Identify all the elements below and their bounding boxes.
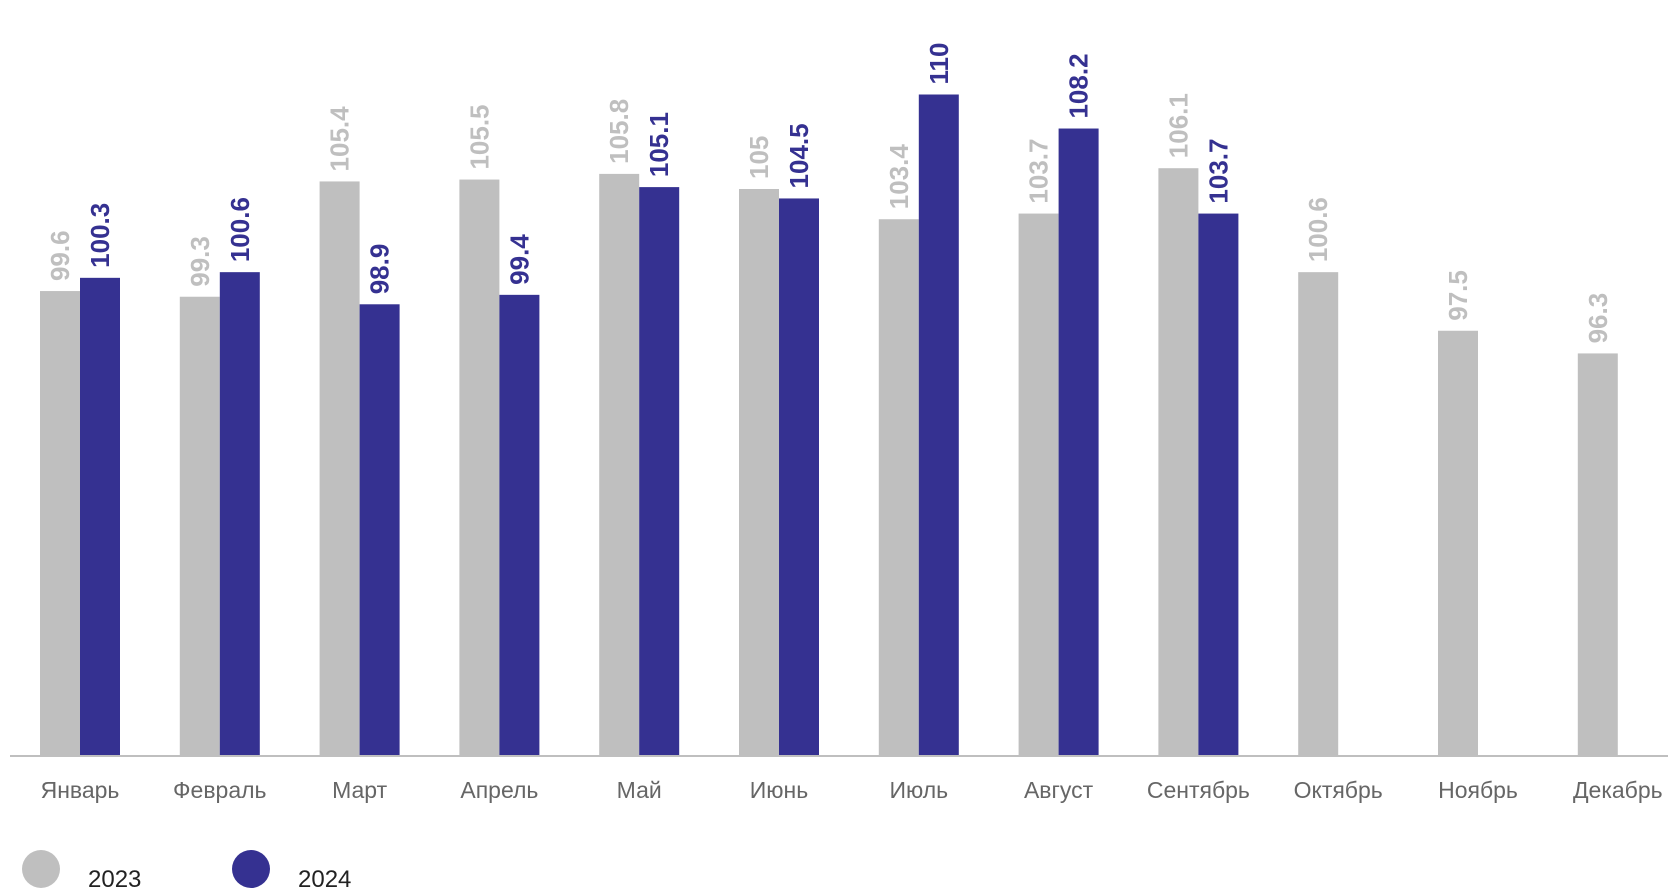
bars-layer (40, 94, 1618, 757)
value-label-2023-5: 105.8 (604, 99, 634, 164)
x-tick-label-6: Июнь (750, 777, 808, 803)
x-tick-label-8: Август (1024, 777, 1094, 803)
x-tick-label-3: Март (332, 777, 387, 803)
x-tick-label-4: Апрель (460, 777, 538, 803)
bar-2023-12 (1577, 353, 1618, 756)
bar-2024-3 (359, 304, 400, 756)
x-tick-labels: Январь Февраль Март Апрель Май Июнь Июль Август… (41, 777, 1663, 803)
value-label-2024-7: 110 (924, 43, 954, 85)
bar-2024-4 (499, 294, 540, 756)
legend-swatch-2024 (232, 850, 270, 888)
bar-2023-9 (1158, 168, 1199, 756)
x-tick-label-9: Сентябрь (1147, 777, 1250, 803)
value-label-2023-1: 99.6 (45, 230, 75, 281)
value-label-2024-3: 98.9 (365, 244, 395, 295)
x-tick-label-7: Июль (889, 777, 948, 803)
x-tick-label-1: Январь (41, 777, 120, 803)
value-label-2023-7: 103.4 (884, 144, 914, 210)
bar-2023-2 (179, 296, 220, 756)
bar-2023-8 (1018, 213, 1059, 756)
bar-2023-4 (459, 179, 500, 757)
value-label-2023-2: 99.3 (185, 236, 215, 287)
value-label-2024-9: 103.7 (1203, 138, 1233, 203)
value-label-2023-11: 97.5 (1443, 270, 1473, 321)
value-label-2023-4: 105.5 (464, 104, 494, 169)
value-label-2024-1: 100.3 (85, 203, 115, 268)
bar-2024-5 (639, 187, 680, 757)
legend-item-2023: 2023 (22, 850, 232, 894)
bar-2023-1 (40, 291, 80, 756)
value-label-2024-4: 99.4 (504, 234, 534, 285)
value-label-2023-3: 105.4 (325, 106, 355, 172)
value-label-2024-2: 100.6 (225, 197, 255, 262)
legend-label-2023: 2023 (88, 866, 142, 893)
bar-2024-1 (80, 277, 120, 756)
bar-2024-6 (779, 198, 819, 756)
value-label-2024-5: 105.1 (644, 112, 674, 177)
value-label-2023-10: 100.6 (1303, 197, 1333, 262)
bar-2023-7 (878, 219, 919, 757)
x-tick-label-5: Май (617, 777, 662, 803)
bar-2024-8 (1058, 128, 1099, 756)
value-label-2023-12: 96.3 (1583, 293, 1613, 344)
x-tick-label-10: Октябрь (1294, 777, 1383, 803)
legend-label-2024: 2024 (298, 866, 352, 893)
bar-2023-11 (1438, 330, 1478, 756)
bar-2024-9 (1198, 213, 1239, 756)
value-label-2023-6: 105 (744, 136, 774, 179)
legend-item-2024: 2024 (232, 850, 442, 894)
value-label-2024-6: 104.5 (784, 123, 814, 188)
bar-2023-3 (319, 181, 360, 756)
value-labels-layer: 99.6 100.3 99.3 100.6 105.4 98.9 105.5 99.4 105.… (45, 43, 1613, 344)
value-label-2023-8: 103.7 (1024, 138, 1054, 203)
legend: 2023 2024 (22, 850, 442, 894)
value-label-2023-9: 106.1 (1163, 93, 1193, 158)
bar-2024-2 (219, 272, 260, 756)
value-label-2024-8: 108.2 (1064, 53, 1094, 118)
bar-2023-5 (599, 173, 640, 756)
legend-swatch-2023 (22, 850, 60, 888)
bar-2023-10 (1298, 272, 1339, 756)
bar-2024-7 (918, 94, 959, 756)
x-tick-label-2: Февраль (173, 777, 266, 803)
x-tick-label-11: Ноябрь (1438, 777, 1518, 803)
bar-2023-6 (739, 189, 779, 756)
x-tick-label-12: Декабрь (1573, 777, 1663, 803)
